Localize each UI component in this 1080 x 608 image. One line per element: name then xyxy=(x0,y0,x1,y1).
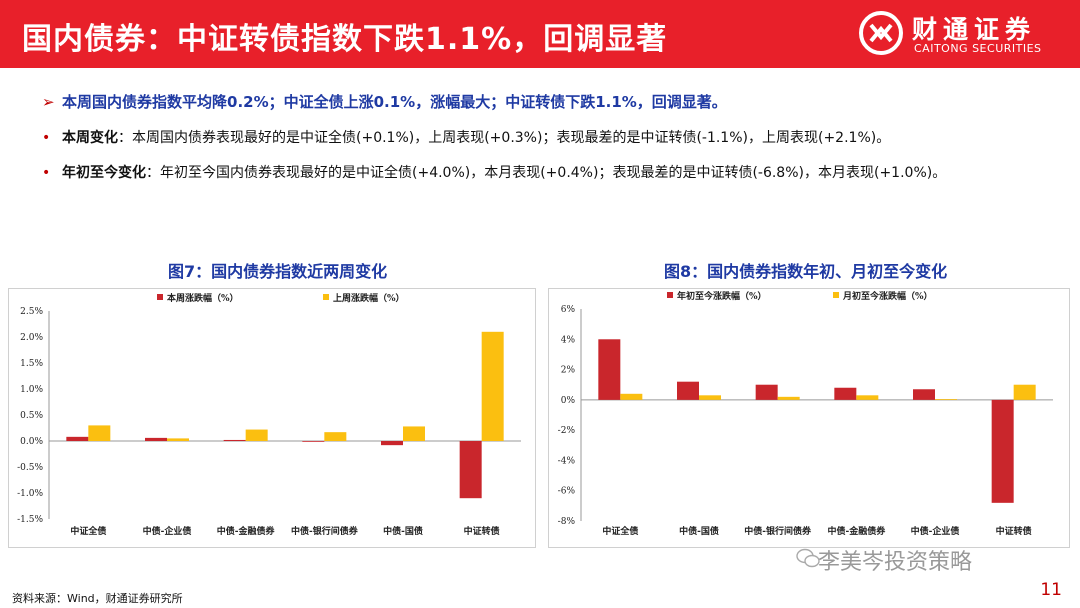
chart2-ytick-label: -8% xyxy=(558,517,576,527)
chart2-legend-label: 月初至今涨跌幅（%） xyxy=(842,290,933,302)
chart1-ytick-label: -1.5% xyxy=(17,515,43,525)
chart1-category-label: 中债-金融债券 xyxy=(217,525,276,537)
chart2-ytick-label: 2% xyxy=(561,366,576,376)
chart1-legend-label: 本周涨跌幅（%） xyxy=(167,292,239,304)
chart1-legend-swatch xyxy=(323,294,329,300)
chart1-bar xyxy=(302,441,325,442)
chart2-bar xyxy=(856,395,879,400)
weekly-lead: 本周变化 xyxy=(62,130,118,146)
page-number: 11 xyxy=(1040,580,1062,600)
chart1-title: 图7：国内债券指数近两周变化 xyxy=(168,262,388,281)
chart2-bar xyxy=(834,387,857,400)
chart2-category-label: 中债-国债 xyxy=(679,525,719,537)
chart2-svg: 6% 4% 2% 0% -2% -4% -6% -8% 中证全债 中债-国债 中债-银行间债券 中债-… xyxy=(558,290,1053,537)
headline-text: 本周国内债券指数平均降0.2%；中证全债上涨0.1%，涨幅最大；中证转债下跌1.… xyxy=(62,93,727,111)
chart1-bar xyxy=(167,438,189,441)
logo-english: CAITONG SECURITIES xyxy=(914,42,1042,55)
chart2-legend-swatch xyxy=(667,292,673,298)
ytd-bullet: • 年初至今变化：年初至今国内债券表现最好的是中证全债(+4.0%)，本月表现(+… xyxy=(42,162,946,182)
wechat-icon xyxy=(796,548,820,568)
weekly-bullet: • 本周变化：本周国内债券表现最好的是中证全债(+0.1%)，上周表现(+0.3%… xyxy=(42,127,890,147)
chart1-category-label: 中证全债 xyxy=(70,525,106,537)
page-title: 国内债券：中证转债指数下跌1.1%，回调显著 xyxy=(22,22,668,57)
watermark: 李美岑投资策略 xyxy=(818,550,973,575)
chart1-ytick-label: 1.0% xyxy=(20,385,43,395)
chart1-ytick-label: -0.5% xyxy=(17,463,43,473)
chart2-ytick-label: 6% xyxy=(561,305,576,315)
chart2-bar xyxy=(755,384,778,400)
chart2-ytick-label: 0% xyxy=(561,396,576,406)
dot-bullet-icon: • xyxy=(42,165,51,181)
arrow-bullet-icon: ➢ xyxy=(42,93,55,111)
chart1-frame: 2.5% 2.0% 1.5% 1.0% 0.5% 0.0% -0.5% -1.0% -1.5% 中… xyxy=(8,288,536,548)
chart1-ytick-label: 2.5% xyxy=(20,307,43,317)
chart2-legend-swatch xyxy=(833,292,839,298)
company-logo: 财通证券 CAITONG SECURITIES xyxy=(858,8,1068,60)
headline-bullet: ➢ 本周国内债券指数平均降0.2%；中证全债上涨0.1%，涨幅最大；中证转债下跌1… xyxy=(42,91,727,112)
chart2-bar xyxy=(777,396,800,400)
chart1-bar xyxy=(481,331,504,441)
chart2-ytick-label: -2% xyxy=(558,426,576,436)
chart2-bar xyxy=(1013,384,1036,400)
ytd-text: ：年初至今国内债券表现最好的是中证全债(+4.0%)，本月表现(+0.4%)；表… xyxy=(146,165,947,181)
chart1-category-label: 中证转债 xyxy=(464,525,500,537)
chart1-bar xyxy=(145,437,167,441)
chart2-title: 图8：国内债券指数年初、月初至今变化 xyxy=(664,262,948,281)
chart1-ytick-label: -1.0% xyxy=(17,489,43,499)
chart2-bar xyxy=(598,339,621,400)
chart1-bar xyxy=(88,425,111,441)
chart2-ytick-label: -4% xyxy=(558,456,576,466)
chart2-bar xyxy=(913,389,935,400)
chart2-bar xyxy=(935,399,957,400)
chart1-category-label: 中债-企业债 xyxy=(143,525,192,537)
chart1-legend-label: 上周涨跌幅（%） xyxy=(333,292,405,304)
chart1-category-label: 中债-银行间债券 xyxy=(291,525,359,537)
chart1-legend-swatch xyxy=(157,294,163,300)
chart1-ytick-label: 0.5% xyxy=(20,411,43,421)
chart2-bar xyxy=(677,381,699,400)
chart1-ytick-label: 2.0% xyxy=(20,333,43,343)
chart2-bar xyxy=(699,395,721,400)
chart2-bar xyxy=(620,393,643,400)
ytd-lead: 年初至今变化 xyxy=(62,165,146,181)
chart1-bar xyxy=(223,439,246,441)
source-note: 资料来源：Wind，财通证券研究所 xyxy=(12,592,183,605)
title-bar: 国内债券：中证转债指数下跌1.1%，回调显著 财通证券 CAITONG SECU… xyxy=(0,0,1080,68)
chart1-category-label: 中债-国债 xyxy=(383,525,423,537)
chart2-category-label: 中证全债 xyxy=(602,525,638,537)
chart1-ytick-label: 1.5% xyxy=(20,359,43,369)
logo-chinese: 财通证券 xyxy=(912,15,1037,44)
chart1-bar xyxy=(459,441,482,499)
chart1-bar xyxy=(245,429,268,441)
chart2-frame: 6% 4% 2% 0% -2% -4% -6% -8% 中证全债 中债-国债 中债-银行间债券 中债-… xyxy=(548,288,1070,548)
weekly-text: ：本周国内债券表现最好的是中证全债(+0.1%)，上周表现(+0.3%)；表现最… xyxy=(118,130,891,146)
chart1-bar xyxy=(66,436,89,441)
chart2-category-label: 中债-企业债 xyxy=(911,525,960,537)
chart1-svg: 2.5% 2.0% 1.5% 1.0% 0.5% 0.0% -0.5% -1.0% -1.5% 中… xyxy=(17,292,521,537)
chart1-ytick-label: 0.0% xyxy=(20,437,43,447)
chart1-bar xyxy=(324,432,347,441)
chart2-legend-label: 年初至今涨跌幅（%） xyxy=(677,290,767,302)
logo-mark-icon xyxy=(859,11,903,55)
chart2-bar xyxy=(991,399,1014,503)
chart2-ytick-label: 4% xyxy=(561,335,576,345)
chart2-ytick-label: -6% xyxy=(558,487,576,497)
chart1-bar xyxy=(381,441,403,446)
chart2-category-label: 中债-银行间债券 xyxy=(744,525,812,537)
chart1-bar xyxy=(403,426,425,441)
dot-bullet-icon: • xyxy=(42,130,51,146)
chart2-category-label: 中证转债 xyxy=(996,525,1032,537)
chart2-category-label: 中债-金融债券 xyxy=(827,525,886,537)
